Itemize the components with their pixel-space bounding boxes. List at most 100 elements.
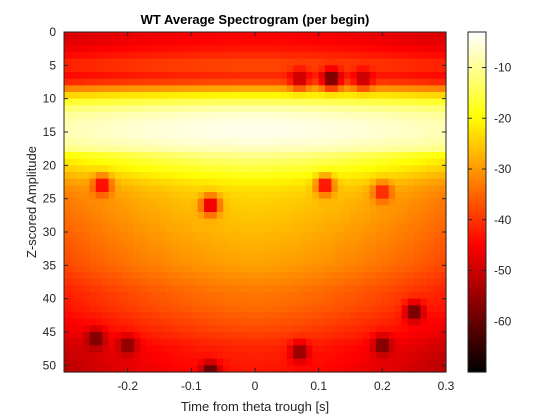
heatmap-cell: [114, 345, 122, 353]
heatmap-cell: [363, 125, 371, 133]
heatmap-cell: [159, 125, 167, 133]
heatmap-cell: [216, 258, 224, 266]
heatmap-cell: [375, 92, 383, 100]
heatmap-cell: [76, 318, 84, 326]
heatmap-cell: [274, 45, 282, 53]
heatmap-cell: [223, 165, 231, 173]
heatmap-cell: [439, 138, 447, 146]
heatmap-cell: [350, 305, 358, 313]
heatmap-cell: [395, 365, 403, 373]
heatmap-cell: [191, 152, 199, 160]
heatmap-cell: [165, 272, 173, 280]
heatmap-cell: [248, 105, 256, 113]
heatmap-cell: [407, 312, 415, 320]
heatmap-cell: [172, 158, 180, 166]
heatmap-cell: [76, 352, 84, 360]
heatmap-cell: [242, 285, 250, 293]
heatmap-cell: [261, 158, 269, 166]
heatmap-cell: [191, 258, 199, 266]
heatmap-cell: [127, 218, 135, 226]
heatmap-cell: [140, 92, 148, 100]
heatmap-cell: [433, 245, 441, 253]
heatmap-cell: [102, 158, 110, 166]
heatmap-cell: [134, 238, 141, 246]
heatmap-cell: [102, 132, 110, 140]
heatmap-cell: [286, 332, 294, 340]
heatmap-cell: [235, 285, 243, 293]
heatmap-cell: [223, 138, 231, 146]
heatmap-cell: [299, 352, 307, 360]
heatmap-cell: [89, 158, 97, 166]
heatmap-cell: [274, 85, 282, 93]
heatmap-cell: [140, 198, 148, 206]
heatmap-cell: [172, 118, 180, 126]
heatmap-cell: [134, 345, 141, 353]
heatmap-cell: [280, 278, 288, 286]
heatmap-cell: [70, 138, 78, 146]
heatmap-cell: [108, 205, 116, 213]
heatmap-cell: [274, 152, 282, 160]
heatmap-cell: [216, 238, 224, 246]
heatmap-cell: [165, 72, 173, 80]
heatmap-cell: [274, 145, 282, 153]
heatmap-cell: [95, 265, 103, 273]
heatmap-cell: [114, 52, 122, 60]
heatmap-cell: [439, 325, 447, 333]
heatmap-cell: [337, 352, 345, 360]
heatmap-cell: [114, 132, 122, 140]
heatmap-cell: [159, 198, 167, 206]
heatmap-cell: [248, 238, 256, 246]
heatmap-cell: [395, 205, 403, 213]
colorbar-swatch: [468, 308, 486, 312]
heatmap-cell: [172, 32, 180, 40]
heatmap-cell: [433, 45, 441, 53]
colorbar-swatch: [468, 146, 486, 150]
heatmap-cell: [388, 232, 396, 240]
heatmap-cell: [191, 72, 199, 80]
heatmap-cell: [229, 85, 237, 93]
heatmap-cell: [420, 58, 428, 66]
heatmap-cell: [102, 32, 110, 40]
heatmap-cell: [255, 78, 262, 86]
heatmap-cell: [267, 278, 275, 286]
heatmap-cell: [159, 172, 167, 180]
heatmap-cell: [70, 98, 78, 106]
heatmap-cell: [153, 72, 161, 80]
heatmap-cell: [261, 58, 269, 66]
heatmap-cell: [280, 165, 288, 173]
heatmap-cell: [159, 318, 167, 326]
heatmap-cell: [382, 92, 390, 100]
heatmap-cell: [223, 278, 231, 286]
heatmap-cell: [382, 138, 390, 146]
heatmap-cell: [407, 132, 415, 140]
colorbar-swatch: [468, 220, 486, 224]
heatmap-cell: [375, 232, 383, 240]
heatmap-cell: [235, 325, 243, 333]
heatmap-cell: [312, 358, 320, 366]
heatmap-cell: [134, 185, 141, 193]
heatmap-cell: [64, 65, 71, 73]
heatmap-cell: [350, 325, 358, 333]
heatmap-cell: [426, 118, 434, 126]
heatmap-cell: [76, 205, 84, 213]
heatmap-cell: [420, 152, 428, 160]
heatmap-cell: [274, 118, 282, 126]
heatmap-cell: [121, 178, 129, 186]
heatmap-cell: [356, 165, 364, 173]
heatmap-cell: [388, 318, 396, 326]
heatmap-cell: [293, 145, 301, 153]
heatmap-cell: [127, 92, 135, 100]
heatmap-cell: [114, 158, 122, 166]
heatmap-cell: [127, 298, 135, 306]
heatmap-cell: [223, 345, 231, 353]
heatmap-cell: [102, 292, 110, 300]
heatmap-cell: [280, 238, 288, 246]
heatmap-cell: [191, 172, 199, 180]
heatmap-cell: [70, 85, 78, 93]
colorbar-swatch: [468, 345, 486, 349]
heatmap-cell: [248, 365, 256, 373]
heatmap-cell: [178, 312, 186, 320]
colorbar-swatch: [468, 366, 486, 370]
heatmap-cell: [216, 138, 224, 146]
heatmap-cell: [159, 52, 167, 60]
